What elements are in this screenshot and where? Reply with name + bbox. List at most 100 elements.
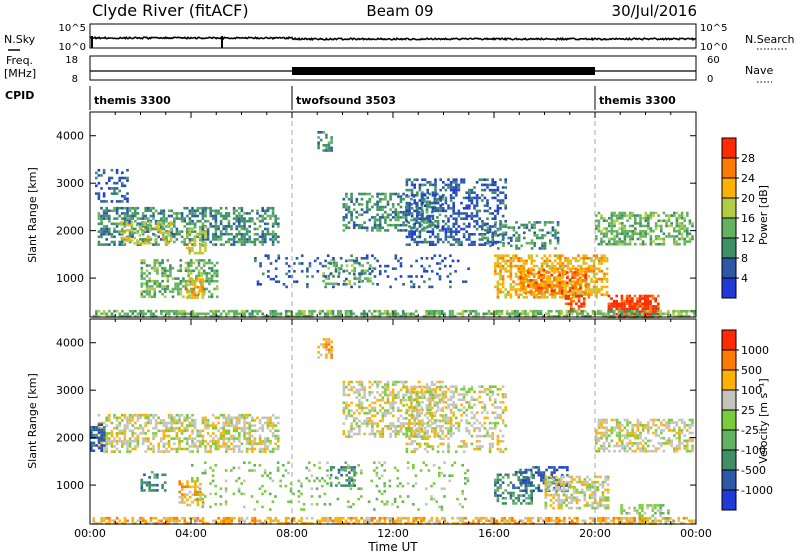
- data-cell: [489, 212, 492, 215]
- data-cell: [554, 237, 557, 240]
- data-cell: [159, 221, 162, 224]
- data-cell: [194, 252, 197, 255]
- data-cell: [202, 217, 205, 220]
- data-cell: [426, 197, 429, 200]
- data-cell: [387, 409, 390, 412]
- data-cell: [144, 229, 147, 232]
- data-cell: [295, 313, 298, 316]
- data-cell: [330, 348, 333, 351]
- data-cell: [363, 193, 366, 196]
- data-cell: [631, 300, 634, 303]
- data-cell: [246, 448, 249, 451]
- data-cell: [502, 215, 505, 218]
- data-cell: [248, 422, 251, 425]
- data-cell: [93, 434, 96, 437]
- data-cell: [170, 239, 173, 242]
- colorbar-tick-label: 24: [741, 172, 755, 185]
- power-colorbar-label: Power [dB]: [757, 185, 770, 245]
- data-cell: [450, 243, 453, 246]
- data-cell: [151, 489, 154, 492]
- data-cell: [426, 430, 429, 433]
- data-cell: [424, 241, 427, 244]
- data-cell: [501, 313, 504, 316]
- data-cell: [434, 243, 437, 246]
- data-cell: [142, 310, 145, 313]
- data-cell: [621, 233, 624, 236]
- data-cell: [194, 483, 197, 486]
- data-cell: [196, 252, 199, 255]
- data-cell: [146, 283, 149, 286]
- data-cell: [131, 435, 134, 438]
- data-cell: [366, 257, 369, 260]
- data-cell: [261, 230, 264, 233]
- data-cell: [501, 310, 504, 313]
- data-cell: [659, 310, 662, 313]
- data-cell: [655, 225, 658, 228]
- data-cell: [337, 283, 340, 286]
- data-cell: [199, 229, 202, 232]
- data-cell: [134, 310, 137, 313]
- data-cell: [600, 240, 603, 243]
- data-cell: [144, 217, 147, 220]
- data-cell: [395, 396, 398, 399]
- data-cell: [522, 287, 525, 290]
- data-cell: [686, 230, 689, 233]
- data-cell: [189, 445, 192, 448]
- data-cell: [473, 225, 476, 228]
- data-cell: [325, 338, 328, 341]
- data-cell: [397, 224, 400, 227]
- data-cell: [408, 419, 411, 422]
- data-cell: [220, 435, 223, 438]
- data-cell: [126, 177, 129, 180]
- data-cell: [212, 310, 215, 313]
- data-cell: [460, 202, 463, 205]
- data-cell: [554, 247, 557, 250]
- data-cell: [208, 280, 211, 283]
- data-cell: [330, 147, 333, 150]
- data-cell: [126, 448, 129, 451]
- data-cell: [634, 230, 637, 233]
- data-cell: [636, 300, 639, 303]
- data-cell: [487, 237, 490, 240]
- data-cell: [449, 310, 452, 313]
- data-cell: [233, 236, 236, 239]
- data-cell: [105, 243, 108, 246]
- data-cell: [233, 430, 236, 433]
- data-cell: [209, 424, 212, 427]
- data-cell: [225, 233, 228, 236]
- data-cell: [601, 293, 604, 296]
- data-cell: [486, 178, 489, 181]
- data-cell: [186, 414, 189, 417]
- data-cell: [647, 214, 650, 217]
- data-cell: [426, 257, 429, 260]
- data-cell: [152, 448, 155, 451]
- data-cell: [143, 489, 146, 492]
- data-cell: [566, 282, 569, 285]
- data-cell: [233, 243, 236, 246]
- data-cell: [220, 223, 223, 226]
- data-cell: [215, 230, 218, 233]
- data-cell: [549, 265, 552, 268]
- data-cell: [535, 279, 538, 282]
- data-cell: [189, 424, 192, 427]
- data-cell: [147, 417, 150, 420]
- data-cell: [150, 419, 153, 422]
- data-cell: [574, 292, 577, 295]
- data-cell: [496, 313, 499, 316]
- data-cell: [434, 199, 437, 202]
- data-cell: [397, 407, 400, 410]
- data-cell: [243, 243, 246, 246]
- data-cell: [199, 286, 202, 289]
- data-cell: [163, 217, 166, 220]
- data-cell: [395, 381, 398, 384]
- data-cell: [157, 417, 160, 420]
- data-cell: [181, 236, 184, 239]
- data-cell: [133, 237, 136, 240]
- data-cell: [361, 386, 364, 389]
- data-cell: [280, 313, 283, 316]
- data-cell: [180, 293, 183, 296]
- data-cell: [529, 310, 532, 313]
- data-cell: [613, 300, 616, 303]
- data-cell: [379, 273, 382, 276]
- data-cell: [450, 189, 453, 192]
